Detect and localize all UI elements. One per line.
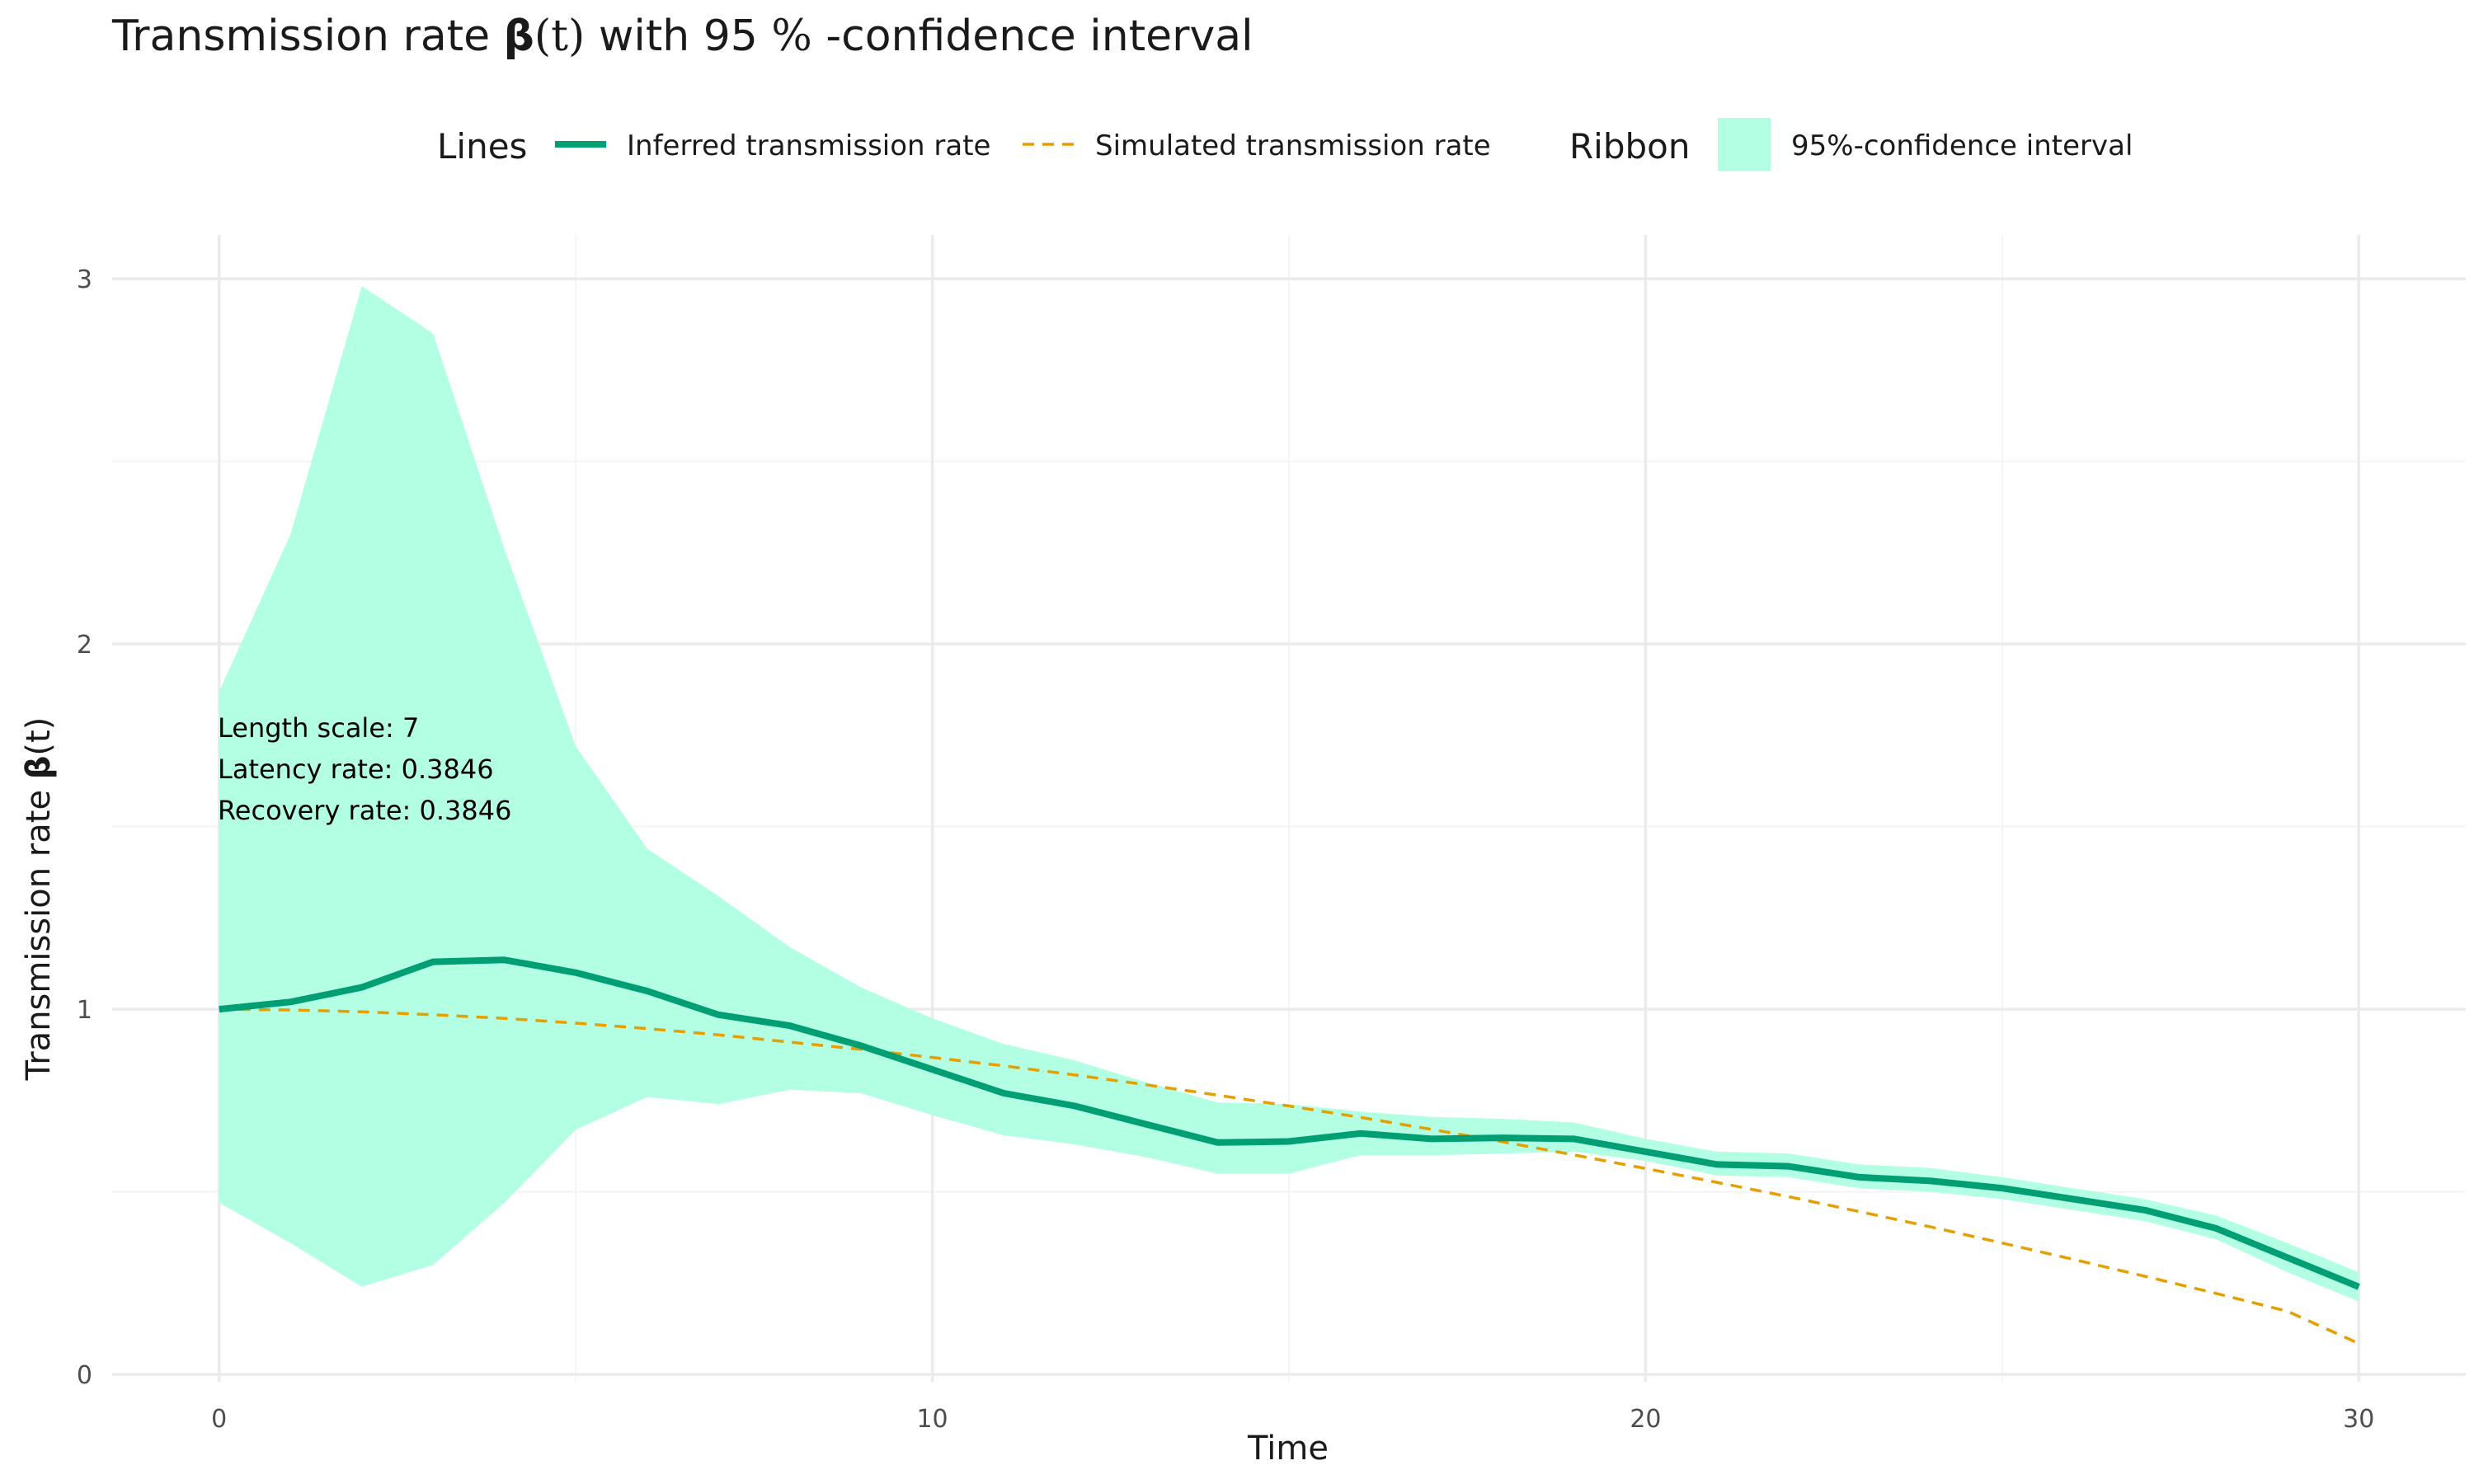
y-tick-label: 1 [77, 996, 92, 1025]
simulated-point [1572, 1153, 1577, 1158]
simulated-point [2000, 1241, 2005, 1246]
x-tick-label: 20 [1630, 1405, 1661, 1434]
simulated-point [645, 1026, 650, 1031]
inferred-point [1144, 1122, 1149, 1127]
y-tick-label: 0 [77, 1361, 92, 1390]
inferred-point [1001, 1091, 1006, 1096]
inferred-point [430, 960, 435, 965]
inferred-point [2356, 1284, 2361, 1289]
simulated-point [716, 1032, 721, 1037]
inferred-point [2071, 1197, 2076, 1202]
simulated-point [788, 1040, 793, 1045]
legend-lines-title: Lines [437, 126, 527, 167]
inferred-rate-line [219, 956, 2360, 1290]
legend-ribbon-swatch [1718, 118, 1771, 171]
y-tick-label: 3 [77, 265, 92, 294]
inferred-point [1286, 1139, 1291, 1144]
x-tick-label: 30 [2343, 1405, 2374, 1434]
simulated-point [2356, 1341, 2361, 1345]
inferred-point [930, 1067, 935, 1072]
simulated-rate-line [219, 1007, 2360, 1345]
legend-inferred-label: Inferred transmission rate [627, 129, 990, 162]
simulated-point [1857, 1209, 1862, 1214]
inferred-point [1429, 1136, 1434, 1141]
simulated-point [1286, 1104, 1291, 1109]
simulated-point [1500, 1139, 1505, 1144]
simulated-point [217, 1007, 222, 1012]
simulated-point [360, 1009, 365, 1014]
simulated-point [1785, 1194, 1790, 1199]
simulated-point [1357, 1115, 1362, 1120]
confidence-ribbon [219, 286, 2359, 1302]
simulated-point [858, 1047, 863, 1052]
inferred-point [360, 985, 365, 990]
legend-ribbon-label: 95%-confidence interval [1791, 129, 2133, 162]
y-axis-ticks: 0 1 2 3 [77, 265, 92, 1390]
inferred-point [1643, 1149, 1648, 1154]
annotation-length-scale: Length scale: 7 [218, 712, 419, 744]
inferred-point [2213, 1226, 2218, 1231]
inferred-point [788, 1023, 793, 1028]
inferred-point [502, 957, 507, 962]
inferred-point [1572, 1136, 1577, 1141]
y-axis-label: Transmission rate β(t) [20, 717, 58, 1082]
simulated-point [1144, 1082, 1149, 1087]
x-tick-label: 10 [916, 1405, 948, 1434]
x-axis-ticks: 0 10 20 30 [211, 1405, 2374, 1434]
simulated-point [1643, 1166, 1648, 1171]
simulated-point [2285, 1309, 2290, 1314]
parameter-annotation: Length scale: 7 Latency rate: 0.3846 Rec… [218, 712, 511, 826]
simulated-point [502, 1016, 507, 1021]
y-tick-label: 2 [77, 631, 92, 660]
inferred-point [645, 989, 650, 993]
inferred-point [1785, 1164, 1790, 1169]
title-arg: (t) [534, 12, 586, 61]
title-percent: % [771, 12, 812, 61]
simulated-point [2142, 1274, 2147, 1279]
annotation-latency-rate: Latency rate: 0.3846 [218, 754, 494, 785]
inferred-point [573, 970, 578, 975]
simulated-point [573, 1021, 578, 1026]
inferred-point [288, 999, 293, 1004]
simulated-point [2071, 1257, 2076, 1262]
simulated-point [1001, 1064, 1006, 1068]
inferred-point [1714, 1162, 1719, 1167]
simulated-point [2213, 1291, 2218, 1296]
simulated-point [930, 1055, 935, 1060]
inferred-point [2285, 1255, 2290, 1260]
chart-title: Transmission rate β(t) with 95 % -confid… [112, 12, 1253, 61]
annotation-recovery-rate: Recovery rate: 0.3846 [218, 795, 511, 826]
legend: Lines Inferred transmission rate Simulat… [437, 118, 2133, 171]
simulated-point [1073, 1073, 1078, 1078]
inferred-point [1928, 1178, 1933, 1183]
inferred-point [1216, 1140, 1221, 1145]
inferred-point [716, 1012, 721, 1017]
inferred-point [2142, 1208, 2147, 1213]
x-axis-label: Time [1247, 1430, 1329, 1468]
simulated-point [1429, 1127, 1434, 1132]
simulated-point [1216, 1092, 1221, 1097]
legend-ribbon-title: Ribbon [1569, 126, 1691, 167]
x-tick-label: 0 [211, 1405, 227, 1434]
inferred-point [1073, 1104, 1078, 1109]
inferred-point [1357, 1131, 1362, 1136]
inferred-point [1857, 1175, 1862, 1180]
simulated-point [288, 1007, 293, 1012]
simulated-point [1714, 1180, 1719, 1185]
legend-simulated-label: Simulated transmission rate [1095, 129, 1491, 162]
simulated-point [1928, 1224, 1933, 1229]
simulated-point [430, 1012, 435, 1017]
title-beta: β [503, 12, 534, 61]
inferred-point [2000, 1186, 2005, 1190]
